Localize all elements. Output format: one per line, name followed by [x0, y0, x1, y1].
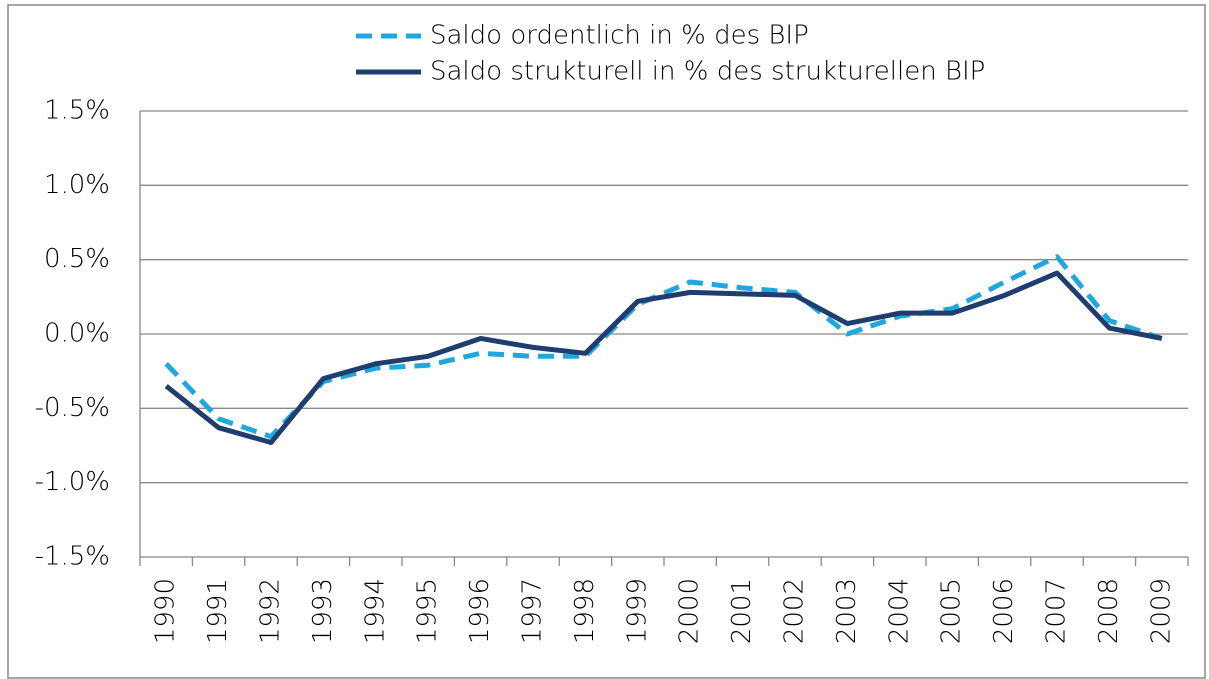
- x-tick-label: 2008: [1094, 578, 1124, 644]
- x-tick-label: 2006: [989, 578, 1019, 644]
- y-tick-label: 0.0%: [44, 319, 110, 349]
- x-tick-label: 2009: [1146, 578, 1176, 644]
- x-tick-label: 1998: [570, 578, 600, 644]
- series-line: [164, 254, 1163, 440]
- x-tick-label: 2002: [780, 578, 810, 644]
- y-tick-label: 0.5%: [44, 244, 110, 274]
- legend-label: Saldo ordentlich in % des BIP: [430, 21, 809, 51]
- x-tick-label: 2004: [884, 578, 914, 644]
- y-tick-label: 1.5%: [44, 96, 110, 126]
- y-tick-label: -1.0%: [35, 467, 110, 497]
- x-tick-label: 1992: [256, 578, 286, 644]
- x-tick-label: 1991: [203, 578, 233, 644]
- x-tick-label: 1993: [308, 578, 338, 644]
- y-tick-label: -0.5%: [35, 393, 110, 423]
- x-tick-label: 1997: [518, 578, 548, 644]
- legend-label: Saldo strukturell in % des strukturellen…: [430, 57, 985, 87]
- x-tick-label: 2007: [1042, 578, 1072, 644]
- series-line: [164, 270, 1163, 446]
- y-tick-label: -1.5%: [35, 542, 110, 572]
- x-tick-label: 1995: [413, 578, 443, 644]
- y-tick-label: 1.0%: [44, 170, 110, 200]
- x-tick-label: 1990: [151, 578, 181, 644]
- x-tick-label: 1994: [360, 578, 390, 644]
- x-tick-label: 1996: [465, 578, 495, 644]
- x-tick-label: 2001: [727, 578, 757, 644]
- x-tick-label: 2003: [832, 578, 862, 644]
- chart-border: [7, 4, 1206, 679]
- x-tick-label: 1999: [622, 578, 652, 644]
- x-tick-label: 2005: [937, 578, 967, 644]
- x-tick-label: 2000: [675, 578, 705, 644]
